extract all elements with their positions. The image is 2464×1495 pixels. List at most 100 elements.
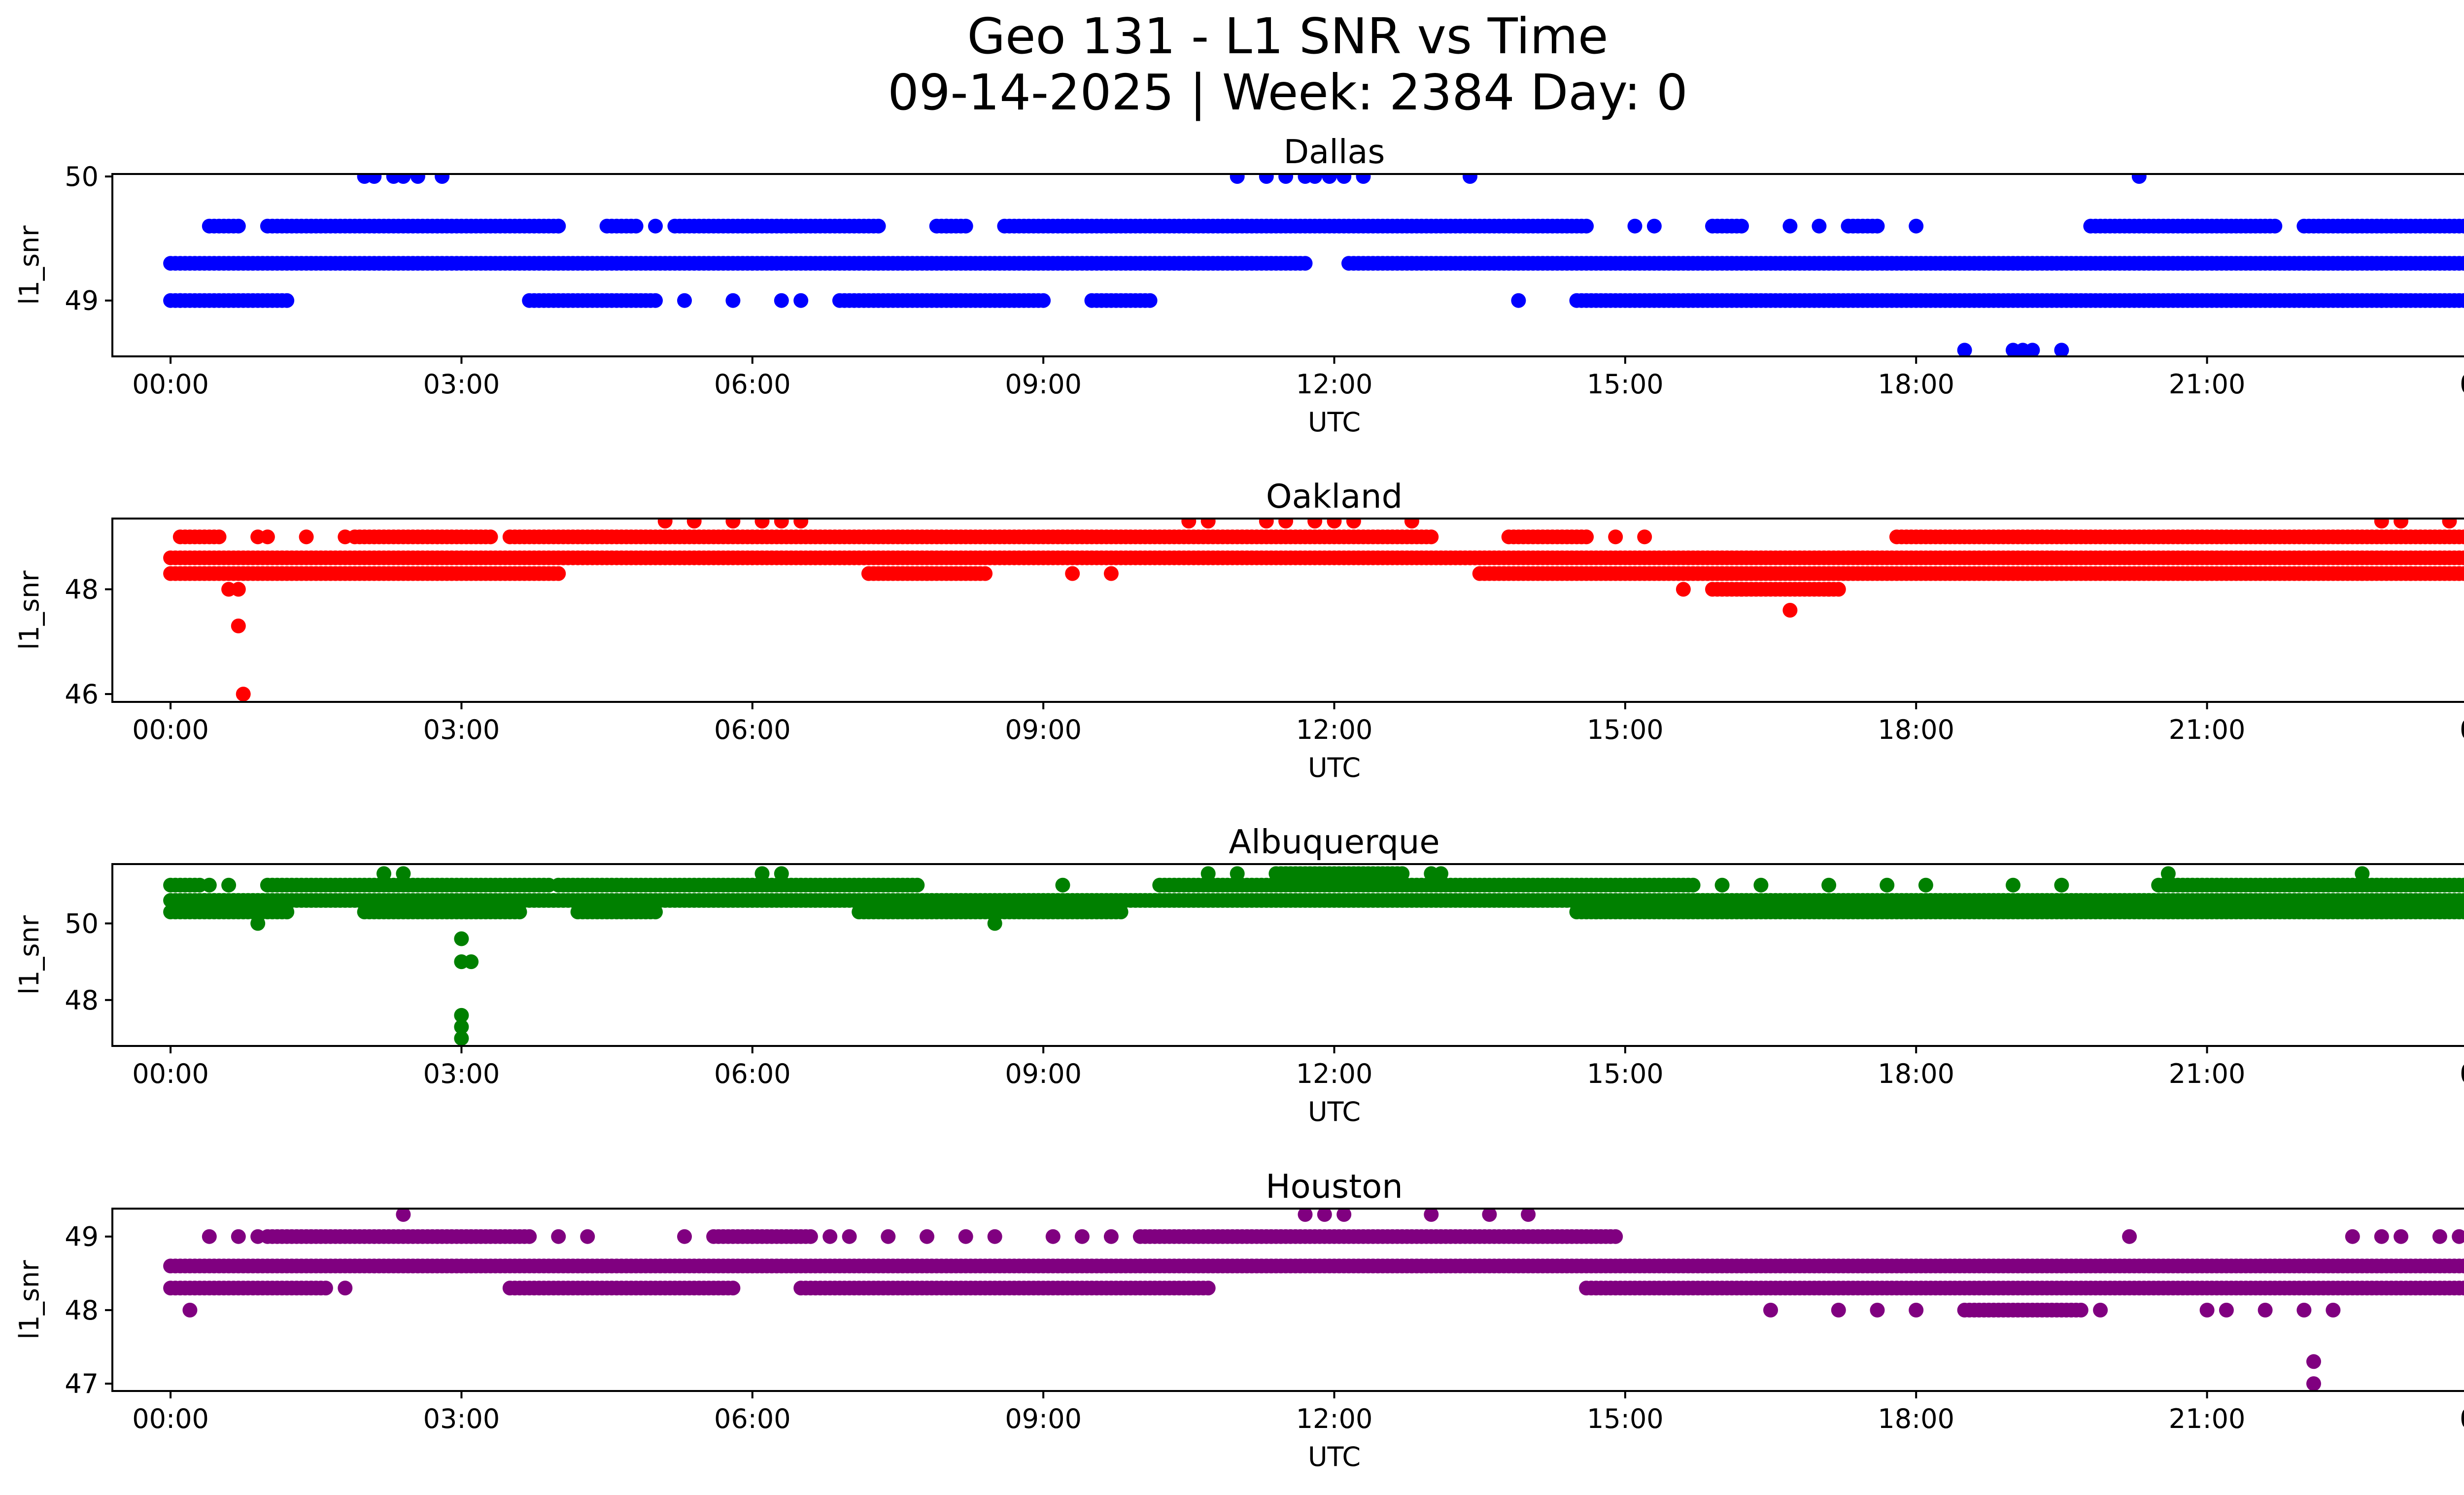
figure-title-line2: 09-14-2025 | Week: 2384 Day: 0 (888, 64, 1687, 121)
data-point (483, 529, 498, 545)
data-point (2374, 519, 2389, 529)
data-point (318, 1281, 333, 1296)
x-tick-label: 18:00 (1878, 1403, 1954, 1434)
data-point (2258, 1302, 2273, 1318)
data-point (1714, 877, 1730, 893)
data-point (2160, 866, 2176, 881)
data-point (754, 519, 770, 529)
data-point (1511, 293, 1526, 308)
data-point (551, 218, 566, 234)
data-point (2122, 1229, 2137, 1244)
data-points (163, 519, 2464, 702)
data-point (454, 1019, 469, 1035)
y-tick-label: 48 (65, 1295, 99, 1326)
data-point (1627, 218, 1643, 234)
data-point (1608, 1229, 1623, 1244)
data-point (1685, 877, 1701, 893)
data-point (2199, 1302, 2215, 1318)
x-tick-label: 00:00 (132, 369, 209, 400)
panel-title: Albuquerque (1229, 823, 1439, 861)
data-point (1045, 1229, 1061, 1244)
data-point (202, 877, 217, 893)
data-point (260, 529, 275, 545)
x-tick-label: 03:00 (423, 714, 500, 745)
x-axis-label: UTC (1308, 407, 1361, 438)
data-point (920, 566, 934, 581)
data-point (978, 566, 993, 581)
data-point (1463, 174, 1477, 184)
data-point (1880, 877, 1895, 893)
data-point (2457, 904, 2464, 920)
data-point (2093, 1302, 2108, 1318)
data-point (920, 1229, 934, 1244)
data-point (1782, 603, 1798, 618)
data-point (2452, 1229, 2464, 1244)
data-point (686, 519, 702, 529)
data-point (1831, 1302, 1846, 1318)
x-axis-label: UTC (1308, 752, 1361, 783)
data-point (1424, 1209, 1439, 1222)
y-tick-label: 49 (65, 1221, 99, 1252)
panel-title: Houston (1266, 1167, 1403, 1206)
x-axis-label: UTC (1308, 1096, 1361, 1127)
data-point (2457, 218, 2464, 234)
data-point (2452, 566, 2464, 581)
data-point (1588, 904, 1604, 920)
data-point (725, 293, 741, 308)
data-point (1356, 174, 1371, 184)
data-point (338, 529, 353, 545)
data-point (1327, 519, 1342, 529)
data-point (822, 1229, 838, 1244)
data-point (754, 866, 770, 881)
data-point (1336, 1209, 1352, 1222)
data-point (1782, 218, 1798, 234)
y-tick-label: 49 (65, 285, 99, 316)
data-point (279, 904, 295, 920)
data-point (2374, 1229, 2389, 1244)
data-point (1322, 174, 1337, 184)
x-axis-label: UTC (1308, 1441, 1361, 1472)
x-tick-label: 21:00 (2169, 1403, 2246, 1434)
data-point (1230, 866, 1245, 881)
data-point (2461, 531, 2464, 543)
data-point (1298, 256, 1313, 271)
data-point (2461, 879, 2464, 891)
data-point (648, 904, 663, 920)
x-tick-label: 12:00 (1296, 714, 1373, 745)
data-point (1395, 866, 1410, 881)
data-point (677, 1229, 692, 1244)
data-point (793, 293, 809, 308)
x-tick-label: 00:00 (2460, 714, 2464, 745)
data-point (1482, 1209, 1497, 1222)
data-point (1608, 529, 1623, 545)
data-point (1579, 529, 1594, 545)
data-point (202, 1229, 217, 1244)
y-tick-label: 50 (65, 908, 99, 939)
x-tick-label: 15:00 (1587, 714, 1664, 745)
data-point (1317, 1209, 1332, 1222)
data-point (910, 877, 925, 893)
data-point (1579, 218, 1594, 234)
data-point (551, 566, 566, 581)
data-point (580, 1229, 595, 1244)
data-point (454, 1031, 469, 1046)
x-tick-label: 09:00 (1005, 369, 1082, 400)
data-points (163, 174, 2464, 356)
data-point (1230, 174, 1245, 184)
data-point (1434, 866, 1448, 881)
data-point (1055, 877, 1070, 893)
data-point (2461, 906, 2464, 918)
data-point (1909, 1302, 1924, 1318)
x-tick-label: 18:00 (1878, 714, 1954, 745)
data-point (2131, 174, 2147, 184)
data-point (2054, 343, 2069, 356)
x-tick-label: 21:00 (2169, 369, 2246, 400)
data-point (2025, 343, 2040, 356)
data-point (2461, 257, 2464, 269)
data-point (231, 1229, 246, 1244)
x-tick-label: 09:00 (1005, 714, 1082, 745)
data-point (2442, 519, 2457, 529)
y-tick-label: 47 (65, 1368, 99, 1399)
data-point (987, 916, 1002, 931)
data-point (1821, 582, 1837, 597)
